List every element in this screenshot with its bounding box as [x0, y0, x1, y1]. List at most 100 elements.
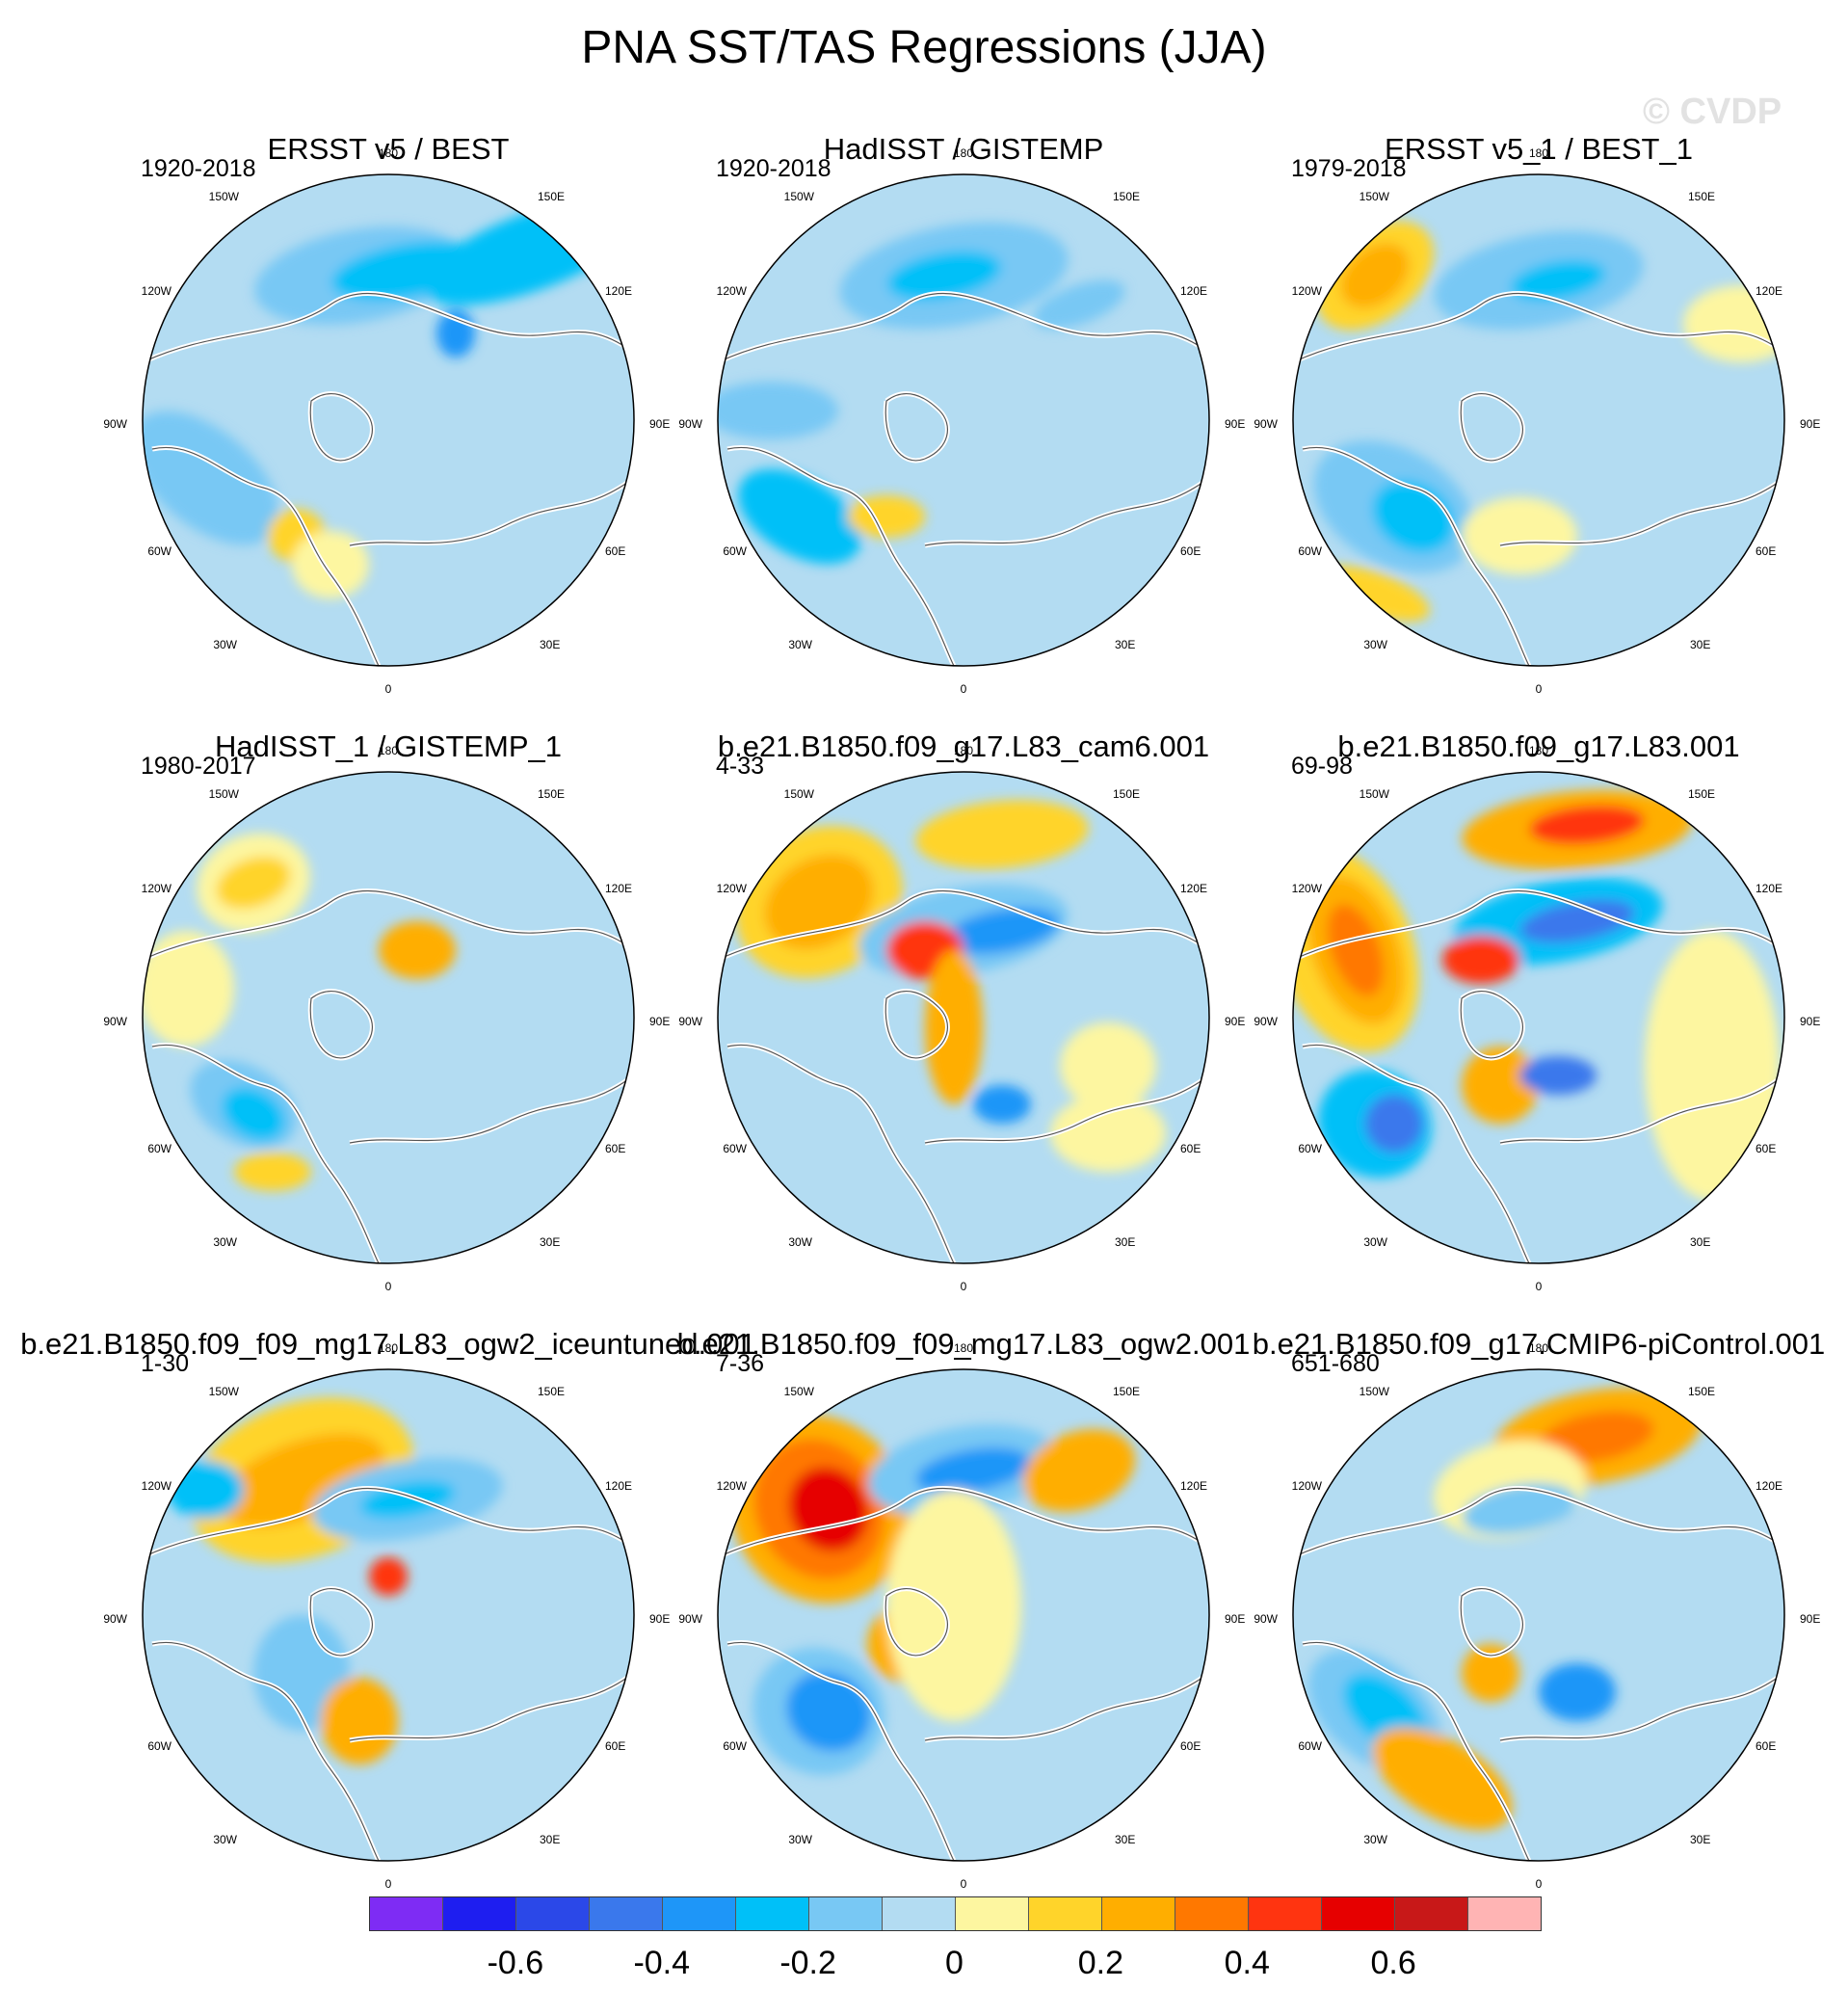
longitude-label: 90E	[649, 1015, 670, 1028]
anomaly-contour	[915, 1446, 1031, 1495]
coastline	[309, 1587, 373, 1657]
longitude-label: 150E	[538, 190, 565, 203]
panel-years: 69-98	[1291, 753, 1353, 780]
map-border	[1292, 1368, 1785, 1862]
polar-map: 180 0 150W 150E 120W 120E 90W 90E 60W 60E 30W 30E	[103, 744, 670, 1293]
anomaly-contour	[738, 468, 861, 565]
anomaly-contour	[1519, 1056, 1597, 1095]
longitude-label: 120W	[1292, 284, 1323, 298]
coastline	[924, 1672, 1209, 1741]
longitude-label: 120W	[142, 882, 172, 895]
anomaly-contour	[1462, 497, 1577, 574]
coastline	[726, 1641, 955, 1861]
coastline	[726, 446, 955, 666]
coastline	[151, 446, 380, 666]
colorbar-box	[1249, 1897, 1322, 1930]
panel-years: 1920-2018	[141, 155, 256, 182]
longitude-label: 30E	[1690, 638, 1710, 651]
map-border	[1292, 771, 1785, 1264]
coastline	[924, 477, 1209, 546]
colorbar-box	[1102, 1897, 1175, 1930]
longitude-label: 180	[379, 146, 398, 160]
longitude-label: 60W	[723, 1142, 747, 1155]
longitude-label: 30W	[213, 1235, 237, 1249]
longitude-label: 90W	[678, 1015, 702, 1028]
longitude-label: 30E	[1115, 1235, 1135, 1249]
longitude-label: 120E	[1756, 284, 1782, 298]
coastline	[1460, 1587, 1523, 1657]
anomaly-contour	[222, 1087, 285, 1141]
coastline	[718, 293, 1209, 363]
coastline	[718, 1488, 1209, 1558]
colorbar-label: -0.4	[633, 1945, 691, 1981]
anomaly-contour	[944, 907, 1060, 955]
coastline	[1499, 477, 1784, 546]
longitude-label: 150W	[209, 190, 240, 203]
coastline	[1499, 1074, 1784, 1144]
anomaly-contour	[1050, 1095, 1166, 1172]
longitude-label: 30E	[540, 638, 560, 651]
anomaly-contour	[143, 411, 279, 545]
longitude-label: 30W	[213, 638, 237, 651]
longitude-label: 60E	[605, 1142, 625, 1155]
panel-title: b.e21.B1850.f09_g17.L83_cam6.001	[717, 729, 1210, 763]
colorbar-box	[1395, 1897, 1468, 1930]
longitude-label: 60W	[723, 544, 747, 558]
anomaly-contour	[1519, 899, 1635, 943]
map-border	[717, 771, 1210, 1264]
anomaly-contour	[1539, 1411, 1654, 1463]
colorbar-box	[590, 1897, 663, 1930]
longitude-label: 60E	[1180, 544, 1201, 558]
coastline	[1460, 990, 1523, 1059]
colorbar-label: -0.2	[779, 1945, 836, 1981]
longitude-label: 0	[1536, 682, 1543, 696]
anomaly-contour	[1372, 1728, 1513, 1830]
anomaly-contour	[216, 856, 291, 910]
longitude-label: 0	[385, 1877, 392, 1891]
panel-title: b.e21.B1850.f09_f09_mg17.L83_ogw2.001	[676, 1327, 1251, 1361]
longitude-label: 60E	[1756, 1739, 1776, 1753]
anomaly-contour	[1022, 1429, 1136, 1512]
coastline	[309, 392, 373, 462]
longitude-label: 180	[1529, 744, 1548, 757]
panel-title: b.e21.B1850.f09_g17.L83.001	[1337, 729, 1740, 763]
longitude-label: 60W	[1298, 1739, 1322, 1753]
longitude-label: 120W	[717, 882, 748, 895]
longitude-label: 150W	[784, 1385, 815, 1398]
longitude-label: 150E	[1688, 787, 1715, 801]
longitude-label: 90E	[1225, 417, 1245, 431]
coastline	[143, 1488, 634, 1558]
longitude-label: 30W	[788, 1235, 812, 1249]
coastline	[1499, 1672, 1784, 1741]
colorbar-box	[516, 1897, 590, 1930]
colorbar-box	[1322, 1897, 1395, 1930]
colorbar-box	[736, 1897, 809, 1930]
polar-map: 180 0 150W 150E 120W 120E 90W 90E 60W 60E 30W 30E	[1254, 146, 1820, 696]
coastline	[1293, 1488, 1784, 1558]
panel-title: b.e21.B1850.f09_f09_mg17.L83_ogw2_iceunt…	[20, 1327, 756, 1361]
longitude-label: 60W	[147, 544, 172, 558]
coastline	[1460, 392, 1523, 462]
anomaly-contour	[1060, 1022, 1156, 1109]
polar-map: 180 0 150W 150E 120W 120E 90W 90E 60W 60E 30W 30E	[1254, 744, 1820, 1293]
anomaly-contour	[234, 1153, 311, 1191]
cvdp-watermark: © CVDP	[1643, 92, 1782, 132]
colorbar-label: 0.6	[1370, 1945, 1416, 1981]
longitude-label: 150W	[784, 190, 815, 203]
panel-title: HadISST / GISTEMP	[823, 132, 1104, 166]
longitude-label: 30E	[1115, 1833, 1135, 1846]
panel-years: 1979-2018	[1291, 155, 1407, 182]
anomaly-contour	[1365, 1095, 1423, 1153]
anomaly-contour	[886, 251, 1002, 301]
longitude-label: 30W	[788, 1833, 812, 1846]
longitude-label: 120W	[1292, 1479, 1323, 1493]
panel-title: b.e21.B1850.f09_g17.CMIP6-piControl.001	[1252, 1327, 1826, 1361]
longitude-label: 150W	[1360, 1385, 1390, 1398]
longitude-label: 90E	[1800, 1015, 1820, 1028]
longitude-label: 0	[385, 1280, 392, 1293]
anomaly-contour	[1462, 1644, 1519, 1702]
colorbar-box	[956, 1897, 1029, 1930]
map-border	[717, 173, 1210, 667]
anomaly-contour	[292, 531, 369, 598]
anomaly-contour	[1033, 279, 1125, 330]
